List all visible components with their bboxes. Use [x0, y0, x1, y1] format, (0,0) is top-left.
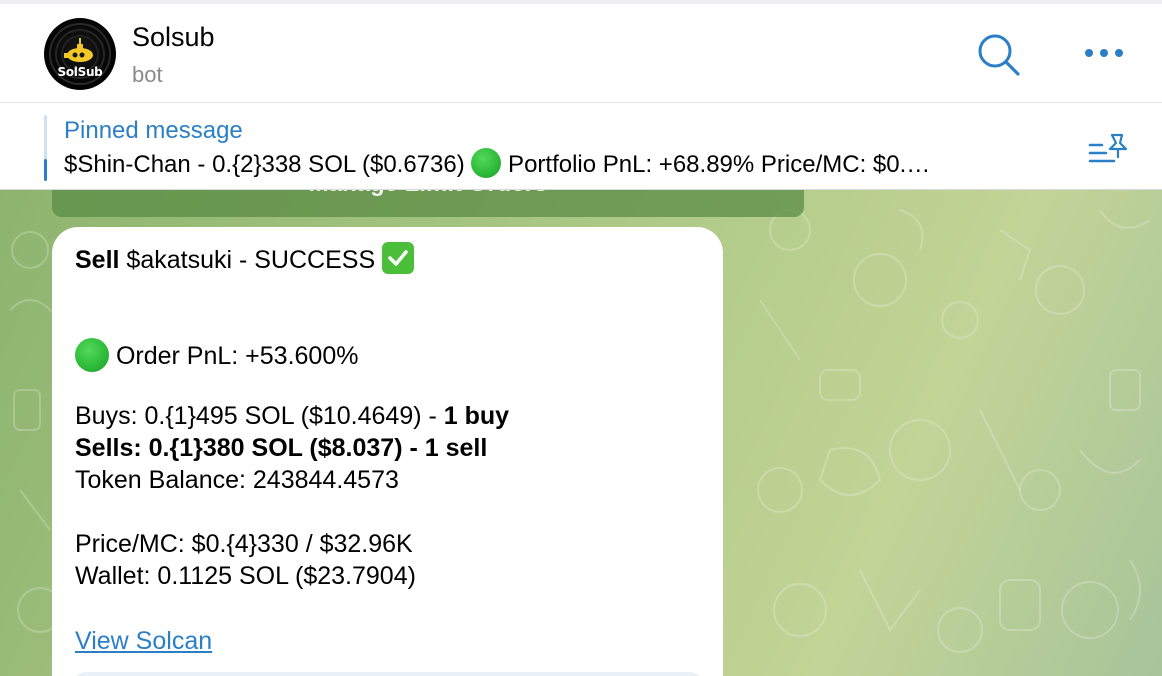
inline-button-top-edge[interactable] [75, 672, 701, 676]
avatar-logo-text: SolSub [57, 65, 103, 79]
pinned-indicator-track [44, 115, 47, 181]
search-icon [978, 34, 1020, 76]
check-mark-icon [382, 242, 415, 274]
avatar-submarine-icon [49, 23, 111, 85]
green-circle-icon [471, 148, 502, 178]
pinned-message-bar[interactable]: Pinned message $Shin-Chan - 0.{2}338 SOL… [0, 103, 1162, 190]
green-circle-icon [75, 338, 109, 372]
price-mc-line: Price/MC: $0.{4}330 / $32.96K [75, 530, 413, 558]
buys-text: Buys: 0.{1}495 SOL ($10.4649) - [75, 402, 444, 430]
chat-header: SolSub Solsub bot [0, 4, 1162, 103]
pinned-list-button[interactable] [1088, 131, 1132, 167]
top-strip [0, 0, 1162, 4]
more-icon [1085, 49, 1123, 57]
chat-subtitle: bot [132, 62, 163, 87]
buys-count: 1 buy [443, 402, 510, 430]
search-button[interactable] [974, 30, 1022, 78]
message-title: Sell $akatsuki - SUCCESS [75, 242, 415, 275]
view-solcan-link[interactable]: View Solcan [75, 627, 213, 655]
pin-list-icon [1088, 133, 1128, 163]
token-balance-line: Token Balance: 243844.4573 [75, 466, 399, 494]
pinned-text-after: Portfolio PnL: +68.89% Price/MC: $0.… [501, 151, 931, 178]
chat-title[interactable]: Solsub [132, 22, 215, 52]
message-bubble: Sell $akatsuki - SUCCESS Order PnL: +53.… [52, 227, 723, 676]
more-button[interactable] [1082, 38, 1126, 68]
pinned-text-before: $Shin-Chan - 0.{2}338 SOL ($0.6736) [64, 151, 472, 178]
wallet-line: Wallet: 0.1125 SOL ($23.7904) [75, 562, 416, 590]
title-sell-bold: Sell [75, 246, 120, 274]
keyboard-button-label: Manage Limit Orders [52, 190, 804, 198]
pinned-label: Pinned message [64, 117, 243, 144]
manage-limit-orders-button[interactable]: Manage Limit Orders [52, 190, 804, 217]
title-rest: $akatsuki - SUCCESS [119, 246, 383, 274]
chat-background: Manage Limit Orders Sell $akatsuki - SUC… [0, 190, 1162, 676]
pinned-text: $Shin-Chan - 0.{2}338 SOL ($0.6736) Port… [64, 148, 1068, 179]
buys-line: Buys: 0.{1}495 SOL ($10.4649) - 1 buy [75, 402, 509, 431]
order-pnl-line: Order PnL: +53.600% [75, 338, 358, 372]
pinned-indicator-active [44, 159, 47, 181]
wallpaper-pattern [9, 209, 1151, 653]
sells-line: Sells: 0.{1}380 SOL ($8.037) - 1 sell [75, 434, 488, 462]
avatar[interactable]: SolSub [44, 18, 116, 90]
order-pnl-text: Order PnL: +53.600% [109, 342, 359, 370]
